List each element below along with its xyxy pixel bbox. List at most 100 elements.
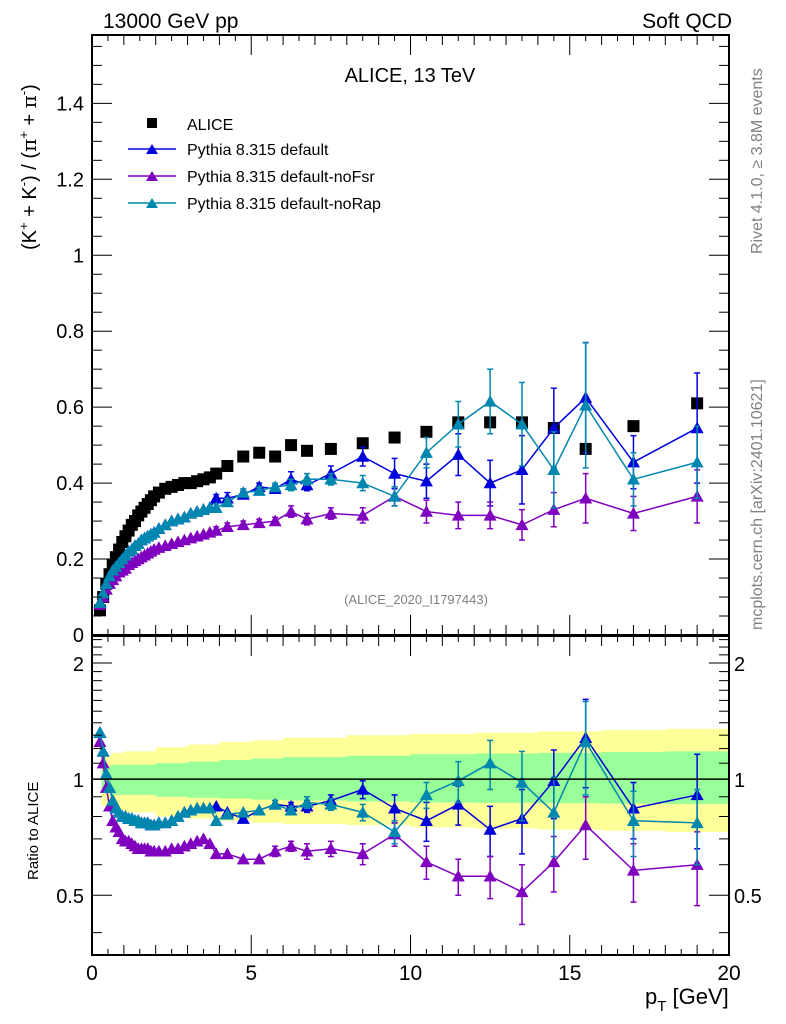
ratio-data-point-triangle (96, 744, 110, 757)
data-point-triangle (547, 421, 561, 434)
x-tick-label: 15 (558, 962, 581, 985)
x-tick-label: 20 (717, 962, 740, 985)
ratio-data-point-triangle (483, 756, 497, 769)
data-point-triangle (300, 512, 314, 525)
data-point-triangle (483, 394, 497, 407)
legend-marker-triangle (146, 171, 158, 181)
ratio-data-point-triangle (268, 797, 282, 810)
x-tick-label: 0 (86, 962, 98, 985)
data-point-triangle (451, 417, 465, 430)
data-point-triangle (152, 522, 166, 534)
data-point-triangle (483, 476, 497, 489)
ratio-data-point-triangle (419, 788, 433, 801)
data-point-triangle (220, 495, 234, 508)
main-panel-series (93, 341, 704, 617)
ratio-data-point-triangle (483, 869, 497, 882)
ratio-data-point-triangle (626, 863, 640, 876)
ratio-data-point-triangle (99, 767, 113, 780)
main-plot-title: ALICE, 13 TeV (345, 65, 476, 87)
main-y-tick-label: 0.4 (56, 473, 84, 495)
ratio-y-tick-label-left: 0.5 (56, 886, 84, 908)
data-point-triangle (284, 478, 298, 491)
main-y-tick-label: 0.2 (56, 549, 84, 571)
ratio-data-point-triangle (356, 782, 370, 795)
ratio-data-point-triangle (579, 735, 593, 747)
data-point-triangle (626, 472, 640, 485)
ratio-data-point-triangle (324, 842, 338, 854)
main-y-tick-label: 0.8 (56, 321, 84, 343)
data-point-triangle (419, 474, 433, 487)
legend-label: Pythia 8.315 default-noRap (187, 196, 381, 213)
ratio-data-point-triangle (236, 852, 250, 865)
data-point-square (420, 425, 433, 438)
legend-marker-triangle (146, 198, 158, 208)
ratio-data-point-triangle (209, 814, 223, 826)
main-y-tick-label: 0 (73, 625, 84, 647)
legend-label: ALICE (187, 117, 233, 134)
ratio-data-point-triangle (268, 844, 282, 857)
ratio-data-point-triangle (579, 818, 593, 831)
legend-entry-pythia-default: Pythia 8.315 default (128, 142, 329, 159)
legend-entry-alice: ALICE (147, 117, 233, 134)
data-point-triangle (158, 518, 172, 531)
data-point-triangle (547, 503, 561, 515)
data-point-triangle (690, 455, 704, 468)
legend: ALICE Pythia 8.315 default Pythia 8.315 … (128, 117, 381, 213)
data-point-triangle (324, 506, 338, 519)
ratio-data-point-triangle (547, 805, 561, 818)
header-energy-label: 13000 GeV pp (103, 10, 238, 33)
data-point-triangle (209, 491, 223, 504)
x-axis-label: pT [GeV] (645, 984, 729, 1015)
data-point-triangle (419, 446, 433, 458)
data-point-square (388, 431, 401, 444)
data-point-triangle (209, 524, 223, 536)
ratio-data-point-triangle (284, 803, 298, 816)
data-point-triangle (268, 480, 282, 493)
source-label: mcplots.cern.ch [arXiv:2401.10621] (749, 379, 766, 630)
data-point-triangle (252, 516, 266, 529)
data-point-triangle (252, 484, 266, 496)
ratio-data-point-triangle (300, 844, 314, 857)
data-point-triangle (579, 491, 593, 504)
data-point-triangle (579, 398, 593, 411)
ratio-data-point-triangle (356, 805, 370, 818)
data-point-triangle (388, 467, 402, 479)
ratio-panel-axes: 0.5 0.51 12 20 5 10 15 20 (56, 635, 762, 985)
data-point-square (356, 437, 369, 450)
data-point-triangle (268, 514, 282, 527)
ratio-data-point-triangle (236, 805, 250, 818)
ratio-series-pythia-8-315-default-norap (93, 700, 704, 866)
ratio-data-point-triangle (252, 852, 266, 865)
data-point-triangle (515, 463, 529, 476)
ratio-data-point-triangle (419, 855, 433, 868)
data-point-triangle (236, 486, 250, 498)
data-point-square (221, 460, 234, 473)
ratio-data-point-triangle (171, 810, 185, 822)
x-tick-label: 5 (245, 962, 257, 985)
data-point-triangle (451, 508, 465, 521)
ratio-data-point-triangle (196, 832, 210, 845)
ratio-y-tick-label-right: 0.5 (734, 886, 762, 908)
ratio-data-point-triangle (103, 781, 117, 793)
data-point-triangle (324, 472, 338, 485)
legend-label: Pythia 8.315 default (187, 142, 329, 159)
ratio-panel-series (93, 698, 704, 926)
ratio-y-tick-label-left: 1 (73, 770, 84, 792)
data-point-square (324, 442, 337, 455)
data-point-triangle (356, 508, 370, 521)
legend-entry-pythia-nofsr: Pythia 8.315 default-noFsr (128, 169, 375, 186)
ratio-data-point-triangle (324, 797, 338, 810)
ratio-data-point-triangle (220, 807, 234, 820)
data-point-triangle (209, 501, 223, 513)
ratio-y-tick-label-left: 2 (73, 654, 84, 676)
ratio-data-point-triangle (483, 823, 497, 835)
ratio-data-point-triangle (388, 825, 402, 838)
ratio-data-point-triangle (165, 814, 179, 826)
data-point-square (300, 444, 313, 457)
data-point-triangle (483, 508, 497, 521)
data-point-triangle (356, 476, 370, 489)
ratio-data-point-triangle (419, 814, 433, 826)
main-y-tick-label: 1.2 (56, 169, 84, 191)
legend-marker-square (147, 118, 157, 128)
